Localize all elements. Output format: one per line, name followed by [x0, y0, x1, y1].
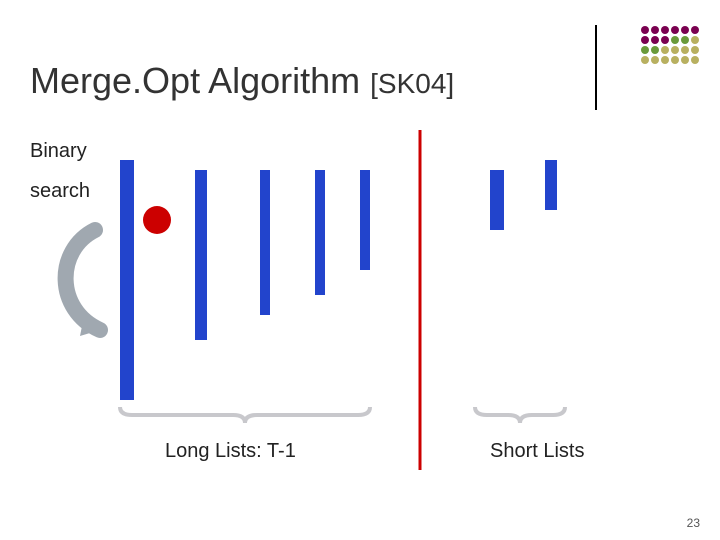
- bars-group: [120, 160, 557, 400]
- curved-arrow-icon: [66, 230, 100, 330]
- page-number: 23: [687, 516, 700, 530]
- short-lists-label: Short Lists: [490, 440, 584, 463]
- long-lists-label: Long Lists: T-1: [165, 440, 296, 463]
- list-bar: [315, 170, 325, 295]
- list-bar: [195, 170, 207, 340]
- list-bar: [260, 170, 270, 315]
- brace-long-icon: [120, 407, 370, 423]
- diagram-canvas: [0, 0, 720, 540]
- list-bar: [120, 160, 134, 400]
- brace-short-icon: [475, 407, 565, 423]
- list-bar: [545, 160, 557, 210]
- list-bar: [360, 170, 370, 270]
- list-bar: [490, 170, 504, 230]
- token-circle: [143, 206, 171, 234]
